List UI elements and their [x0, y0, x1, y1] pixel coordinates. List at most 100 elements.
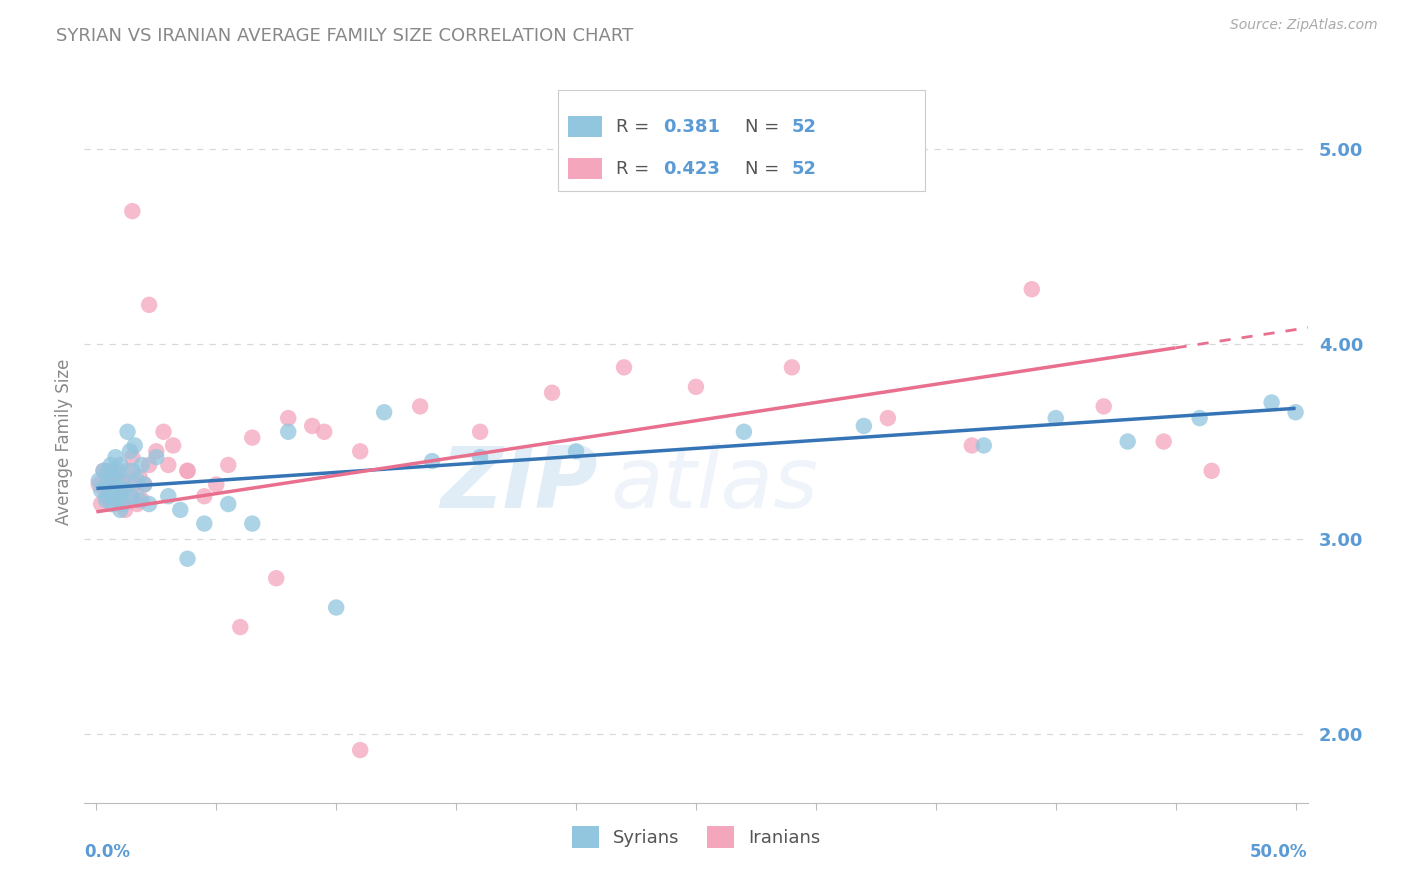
- Point: [87, 477, 110, 491]
- Point: [277, 411, 299, 425]
- Point: [100, 458, 122, 472]
- Point: [277, 425, 299, 439]
- Point: [138, 298, 160, 312]
- Y-axis label: Average Family Size: Average Family Size: [55, 359, 73, 524]
- Point: [110, 483, 132, 498]
- Point: [114, 503, 136, 517]
- Point: [468, 425, 491, 439]
- Point: [176, 464, 198, 478]
- Point: [100, 497, 122, 511]
- Point: [541, 385, 564, 400]
- Point: [240, 516, 263, 531]
- Bar: [568, 158, 602, 178]
- Point: [349, 743, 371, 757]
- Point: [217, 497, 239, 511]
- Point: [217, 458, 239, 472]
- Point: [93, 464, 115, 478]
- Point: [1116, 434, 1139, 449]
- Point: [1153, 434, 1175, 449]
- Text: 52: 52: [792, 119, 817, 136]
- Point: [613, 360, 636, 375]
- Text: N =: N =: [745, 119, 785, 136]
- Point: [94, 477, 117, 491]
- Point: [157, 489, 180, 503]
- Point: [138, 497, 160, 511]
- Point: [176, 464, 198, 478]
- Point: [349, 444, 371, 458]
- Point: [101, 497, 124, 511]
- Point: [107, 464, 129, 478]
- Point: [240, 431, 263, 445]
- Point: [468, 450, 491, 465]
- Bar: [558, 90, 925, 191]
- Point: [97, 489, 120, 503]
- Point: [101, 464, 124, 478]
- Point: [104, 450, 127, 465]
- Point: [157, 458, 180, 472]
- Text: Source: ZipAtlas.com: Source: ZipAtlas.com: [1230, 18, 1378, 32]
- Point: [94, 493, 117, 508]
- Text: N =: N =: [745, 161, 785, 178]
- Point: [1188, 411, 1211, 425]
- Point: [121, 204, 143, 219]
- Point: [145, 444, 167, 458]
- Point: [131, 458, 153, 472]
- Point: [960, 438, 983, 452]
- Text: 0.0%: 0.0%: [84, 843, 131, 861]
- Point: [128, 469, 150, 483]
- Point: [90, 483, 112, 498]
- Point: [176, 551, 198, 566]
- Point: [118, 489, 141, 503]
- Point: [205, 477, 228, 491]
- Point: [93, 464, 115, 478]
- Text: 0.381: 0.381: [664, 119, 720, 136]
- Point: [100, 483, 122, 498]
- Point: [131, 493, 153, 508]
- Point: [124, 477, 146, 491]
- Point: [325, 600, 347, 615]
- Point: [121, 489, 143, 503]
- Point: [127, 497, 149, 511]
- Point: [314, 425, 336, 439]
- Point: [1045, 411, 1067, 425]
- Point: [780, 360, 803, 375]
- Point: [121, 450, 143, 465]
- Point: [420, 454, 443, 468]
- Point: [97, 474, 120, 488]
- Point: [229, 620, 252, 634]
- Point: [134, 477, 156, 491]
- Point: [1092, 400, 1115, 414]
- Point: [107, 493, 129, 508]
- Point: [565, 444, 588, 458]
- Text: ZIP: ZIP: [440, 443, 598, 526]
- Point: [111, 474, 134, 488]
- Point: [152, 425, 174, 439]
- Text: R =: R =: [616, 119, 655, 136]
- Point: [138, 458, 160, 472]
- Point: [264, 571, 287, 585]
- Text: atlas: atlas: [610, 443, 818, 526]
- Point: [87, 474, 110, 488]
- Point: [90, 497, 112, 511]
- Point: [118, 444, 141, 458]
- Point: [110, 493, 132, 508]
- Point: [852, 418, 875, 433]
- Point: [97, 464, 120, 478]
- Point: [94, 489, 117, 503]
- Point: [104, 483, 127, 498]
- Text: 52: 52: [792, 161, 817, 178]
- Point: [134, 477, 156, 491]
- Point: [373, 405, 395, 419]
- Point: [128, 493, 150, 508]
- Point: [110, 458, 132, 472]
- Point: [876, 411, 898, 425]
- Point: [193, 489, 215, 503]
- Text: SYRIAN VS IRANIAN AVERAGE FAMILY SIZE CORRELATION CHART: SYRIAN VS IRANIAN AVERAGE FAMILY SIZE CO…: [56, 27, 634, 45]
- Point: [107, 474, 129, 488]
- Point: [145, 450, 167, 465]
- Text: 0.423: 0.423: [664, 161, 720, 178]
- Point: [101, 469, 124, 483]
- Point: [301, 418, 323, 433]
- Point: [114, 483, 136, 498]
- Point: [973, 438, 995, 452]
